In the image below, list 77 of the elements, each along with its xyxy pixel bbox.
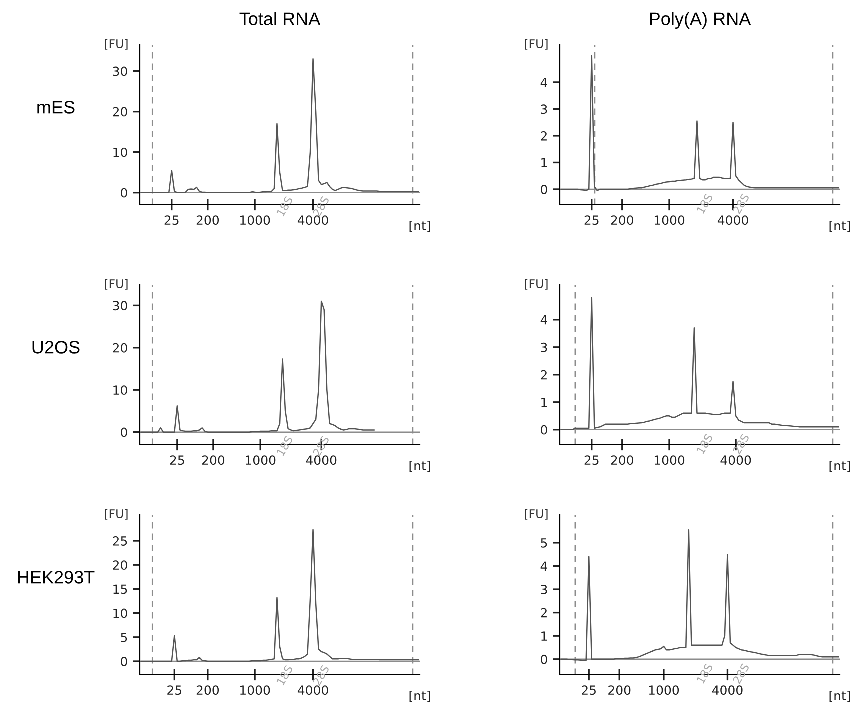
y-tick-label: 3	[541, 342, 548, 352]
x-axis-title: [nt]	[410, 691, 430, 702]
y-axis-title: [FU]	[525, 279, 548, 290]
y-tick-label: 20	[113, 107, 128, 117]
x-tick-label: 200	[611, 456, 634, 466]
y-tick-label: 30	[113, 301, 128, 311]
y-tick-label: 0	[121, 656, 128, 666]
line-series	[560, 530, 840, 662]
x-tick-label: 200	[608, 686, 631, 696]
y-axis-title: [FU]	[525, 39, 548, 50]
x-tick-label: 4000	[298, 216, 328, 226]
y-tick-label: 0	[541, 425, 548, 435]
y-tick-label: 5	[121, 633, 128, 642]
y-tick-label: 3	[541, 585, 548, 594]
line-series	[140, 58, 420, 194]
y-tick-label: 0	[121, 188, 128, 198]
x-tick-label: 25	[584, 456, 599, 466]
y-tick-label: 4	[540, 316, 548, 325]
x-tick-label: 1000	[654, 216, 685, 226]
chart-title: Total RNA	[240, 12, 321, 26]
x-axis-title: [nt]	[830, 221, 850, 232]
x-tick-label: 200	[196, 686, 220, 696]
x-tick-label: 1000	[240, 686, 270, 696]
x-tick-label: 200	[611, 216, 634, 226]
line-series	[140, 300, 375, 433]
y-tick-label: 4	[540, 562, 548, 571]
text: U2OS	[32, 341, 80, 354]
y-tick-label: 0	[541, 184, 548, 194]
line-series	[560, 55, 840, 192]
line-series	[560, 297, 840, 431]
y-tick-label: 20	[113, 343, 128, 353]
x-axis-title: [nt]	[830, 691, 850, 702]
y-axis-title: [FU]	[105, 279, 128, 290]
x-tick-label: 4000	[298, 686, 328, 696]
y-tick-label: 30	[113, 66, 128, 76]
x-axis-title: [nt]	[830, 461, 850, 472]
chart-title: Poly(A) RNA	[650, 12, 752, 29]
y-tick-label: 15	[114, 584, 128, 594]
y-tick-label: 1	[542, 632, 548, 641]
y-tick-label: 0	[541, 654, 548, 664]
x-tick-label: 200	[196, 216, 220, 226]
x-tick-label: 25	[168, 686, 182, 696]
y-axis-title: [FU]	[525, 509, 548, 520]
x-tick-label: 200	[202, 456, 225, 466]
x-tick-label: 25	[164, 216, 179, 226]
x-tick-label: 1000	[649, 686, 680, 696]
text: mES	[38, 101, 75, 114]
y-tick-label: 1	[542, 398, 548, 408]
x-tick-label: 1000	[246, 456, 276, 466]
y-tick-label: 3	[541, 104, 548, 114]
x-tick-label: 4000	[720, 456, 752, 466]
y-tick-label: 20	[113, 560, 128, 570]
y-tick-label: 0	[121, 428, 128, 438]
x-axis-title: [nt]	[410, 461, 430, 472]
text: HEK293T	[18, 571, 95, 584]
x-tick-label: 4000	[306, 456, 337, 466]
y-tick-label: 1	[542, 158, 548, 168]
y-tick-label: 5	[541, 538, 548, 548]
y-tick-label: 10	[114, 148, 128, 158]
x-tick-label: 4000	[712, 686, 743, 696]
x-tick-label: 4000	[718, 216, 748, 226]
x-tick-label: 1000	[240, 216, 270, 226]
y-tick-label: 2	[541, 608, 547, 618]
x-tick-label: 25	[582, 686, 596, 696]
x-axis-title: [nt]	[410, 221, 430, 232]
y-axis-title: [FU]	[105, 509, 128, 520]
y-axis-title: [FU]	[105, 39, 128, 50]
x-tick-label: 25	[584, 216, 599, 226]
y-tick-label: 10	[114, 608, 128, 618]
y-tick-label: 25	[113, 536, 128, 546]
y-tick-label: 10	[114, 386, 128, 396]
y-tick-label: 2	[541, 131, 547, 141]
y-tick-label: 2	[541, 370, 547, 380]
x-tick-label: 25	[170, 456, 184, 466]
line-series	[140, 529, 420, 662]
x-tick-label: 1000	[654, 456, 685, 466]
y-tick-label: 4	[540, 78, 548, 88]
